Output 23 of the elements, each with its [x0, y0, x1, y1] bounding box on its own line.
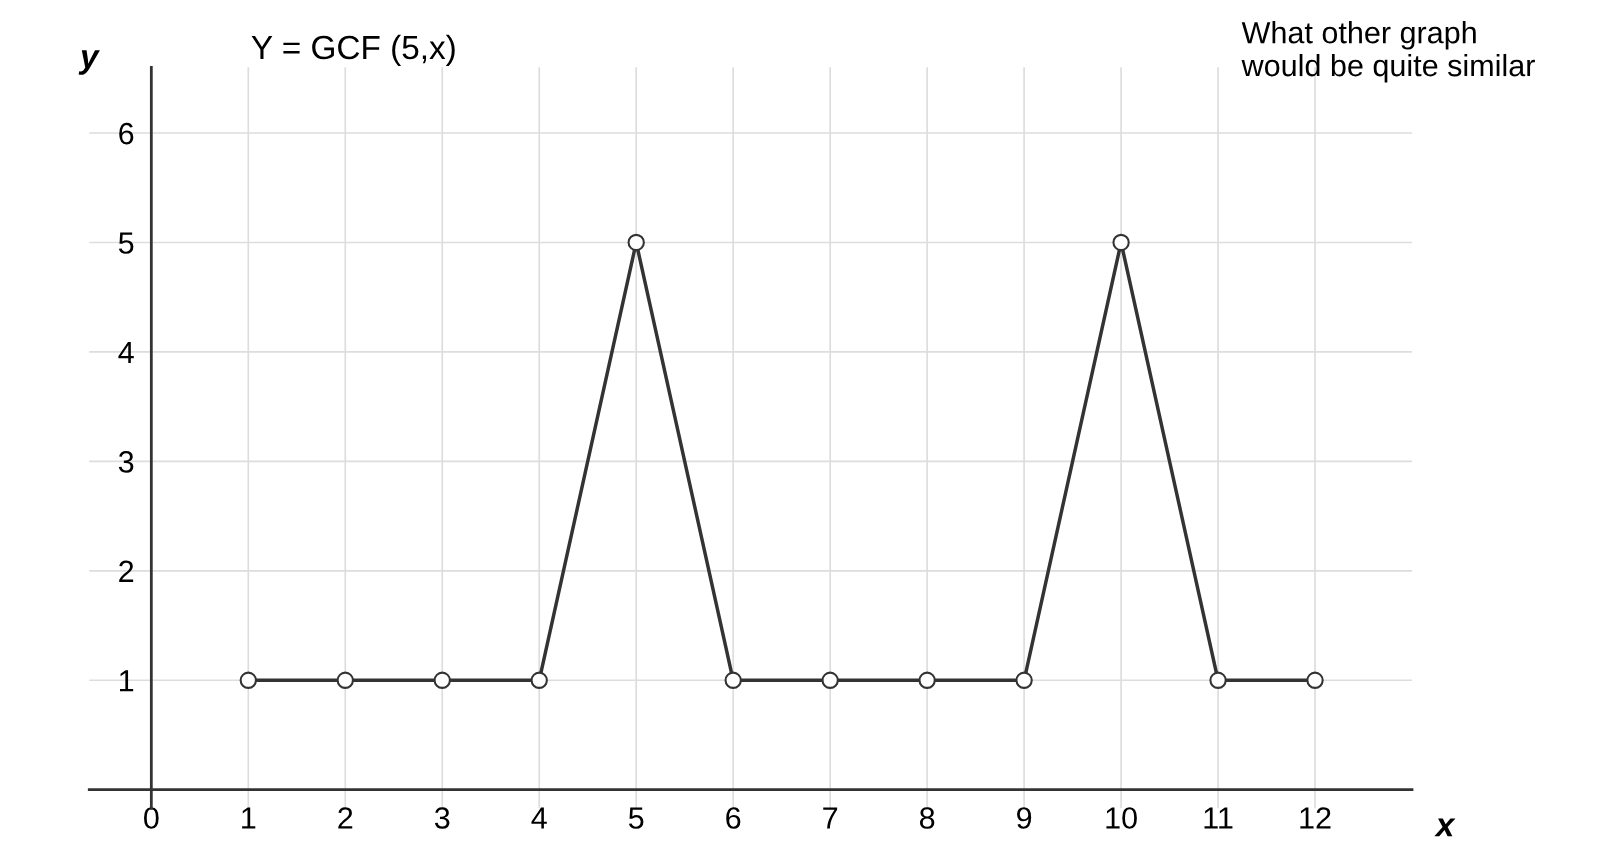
- x-tick-label: 12: [1300, 807, 1331, 829]
- y-tick-label: 6: [119, 122, 134, 145]
- y-tick-label: 4: [118, 341, 134, 363]
- y-tick-label: 2: [119, 560, 134, 582]
- x-tick-label: 4: [531, 807, 547, 829]
- annotation: What other graph would be quite similar: [1241, 21, 1535, 83]
- x-tick-label: 9: [1017, 807, 1032, 829]
- y-tick-label: 5: [118, 232, 134, 254]
- x-tick-label: 5: [628, 807, 644, 829]
- x-tick-label: 3: [434, 807, 450, 829]
- x-tick-label: 1: [242, 807, 256, 829]
- x-tick-label: 10: [1106, 807, 1137, 829]
- x-tick-label: 6: [726, 807, 741, 829]
- x-tick-label: 11: [1204, 807, 1233, 829]
- y-tick-label: 3: [118, 451, 134, 473]
- x-tick-label: 8: [919, 807, 935, 829]
- y-axis-title: y: [78, 50, 100, 75]
- y-tick-label: 1: [120, 670, 134, 692]
- x-axis-title: x: [1434, 818, 1456, 837]
- x-tick-label: 2: [338, 807, 353, 829]
- x-tick-label: 0: [144, 807, 159, 829]
- x-tick-label: 7: [823, 807, 838, 829]
- chart-title: Y = GCF (5,x): [251, 34, 455, 66]
